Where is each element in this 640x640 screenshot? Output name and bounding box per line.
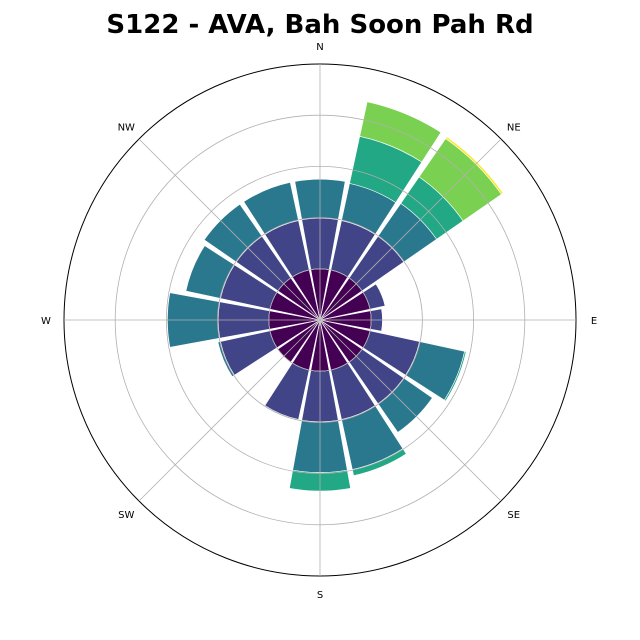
bar-sector-5-bin-3 [443,350,467,402]
direction-label-E: E [591,316,597,327]
direction-label-SW: SW [118,510,134,521]
spoke-SE [319,319,502,502]
direction-label-NW: NW [118,122,135,133]
spoke-SW [138,319,321,502]
direction-label-S: S [317,590,323,601]
direction-label-NE: NE [507,122,521,133]
spoke-NE [319,138,502,321]
chart-title: S122 - AVA, Bah Soon Pah Rd [106,10,534,40]
spoke-NW [138,138,321,321]
bars-layer [167,101,504,492]
bar-sector-13-bin-2 [185,245,235,299]
direction-labels: N NE E SE S SW W NW [41,42,597,601]
direction-label-W: W [41,316,51,327]
direction-label-SE: SE [507,510,520,521]
direction-label-N: N [316,42,323,53]
bar-sector-2-bin-5 [445,136,504,195]
bar-sector-15-bin-2 [243,182,299,235]
grid-layer [63,63,577,577]
bar-sector-9-bin-1 [264,362,310,420]
